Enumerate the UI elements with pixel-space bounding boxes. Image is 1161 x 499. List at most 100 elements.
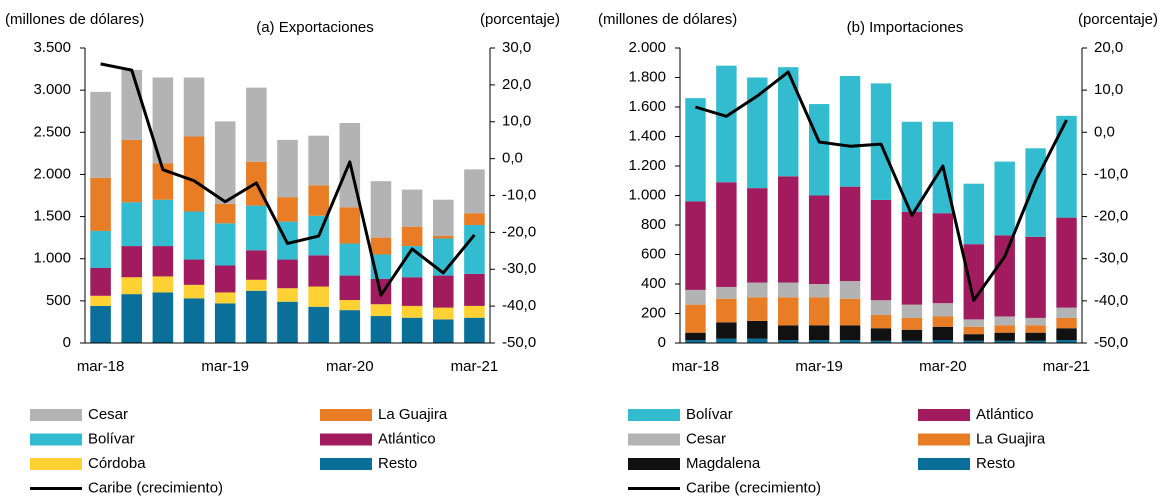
bar-segment [277,259,298,289]
bar-segment [183,77,205,137]
bar-segment [747,188,768,283]
bar-segment [121,294,143,343]
legend-swatch [628,409,680,421]
bar-segment [808,325,830,341]
y2-tick-label: -30,0 [502,260,536,277]
bar-segment [870,199,892,301]
bar-segment [370,304,392,317]
bar-segment [1025,317,1046,326]
bar-segment [808,297,830,326]
bar-segment [308,135,329,186]
bar-segment [183,136,205,212]
legend-swatch [320,409,372,421]
legend-swatch [320,458,372,470]
bar-segment [121,202,143,247]
y2-tick-label: -20,0 [1094,208,1128,225]
y-tick-label: 200 [641,304,666,321]
bar-segment [277,288,298,302]
bar-segment [121,246,143,278]
bar-segment [401,189,423,227]
bar-segment [277,139,298,198]
bar-segment [121,139,143,203]
bar-segment [246,290,267,343]
bar-segment [432,235,454,239]
bar-segment [932,340,954,343]
bar-segment [339,243,361,276]
legend-label: Bolívar [88,430,135,447]
bar-segment [152,292,174,343]
legend-label: Atlántico [378,430,436,447]
bar-segment [464,169,485,214]
x-tick-label: mar-19 [795,358,843,375]
bar-segment [932,213,954,304]
y2-tick-label: -40,0 [502,297,536,314]
bar-segment [121,277,143,295]
chart-title: (b) Importaciones [847,19,964,36]
y-tick-label: 600 [641,245,666,262]
bar-segment [870,314,892,329]
bar-segment [685,289,706,305]
bar-segment [401,226,423,247]
bar-segment [778,340,799,343]
bar-segment [716,322,737,339]
y-axis-label: (millones de dólares) [5,11,144,28]
bar-segment [1025,236,1046,318]
bar-segment [214,203,236,224]
bar-segment [90,91,111,178]
y-tick-label: 500 [46,292,71,309]
bar-segment [994,235,1015,317]
legend-swatch [918,409,970,421]
bar-segment [1056,115,1077,218]
bar-segment [401,317,423,343]
bar-segment [747,77,768,189]
bar-segment [716,182,737,287]
bar-segment [994,161,1015,236]
bar-segment [716,286,737,299]
bar-segment [401,305,423,318]
bar-segment [716,298,737,323]
legend-label: Resto [378,455,417,472]
y2-tick-label: 20,0 [1094,39,1123,56]
bar-segment [308,286,329,307]
bar-segment [90,305,111,343]
bar-segment [963,319,984,327]
y-tick-label: 1.600 [628,98,666,115]
bar-segment [1025,148,1046,237]
bar-segment [685,332,706,341]
legend-swatch [30,433,82,446]
bar-segment [90,267,111,296]
y-tick-label: 0 [658,334,666,351]
y2-tick-label: -50,0 [502,334,536,351]
bar-segment [464,305,485,318]
legend-swatch [320,433,372,446]
bar-segment [932,303,954,317]
bar-segment [994,340,1015,343]
bar-segment [370,237,392,255]
y-tick-label: 1.000 [628,186,666,203]
bar-segment [685,98,706,202]
bar-segment [432,275,454,308]
legend-label: Bolívar [686,406,733,423]
bar-segment [277,301,298,343]
bar-segment [308,185,329,216]
bar-segment [246,279,267,291]
x-tick-label: mar-21 [451,358,499,375]
bar-segment [685,201,706,290]
y2-axis-label: (porcentaje) [1078,11,1158,28]
bar-segment [901,211,923,305]
bar-segment [778,67,799,177]
bar-segment [870,340,892,343]
bar-segment [932,316,954,327]
bar-segment [214,121,236,204]
bar-segment [685,304,706,333]
bar-segment [432,319,454,343]
y2-tick-label: 10,0 [502,113,531,130]
y-tick-label: 1.000 [33,250,71,267]
bar-segment [839,76,861,187]
y-tick-label: 800 [641,216,666,233]
y-tick-label: 1.500 [33,208,71,225]
x-tick-label: mar-18 [672,358,720,375]
x-tick-label: mar-19 [201,358,249,375]
bar-segment [963,183,984,245]
legend-label: Caribe (crecimiento) [88,479,223,496]
